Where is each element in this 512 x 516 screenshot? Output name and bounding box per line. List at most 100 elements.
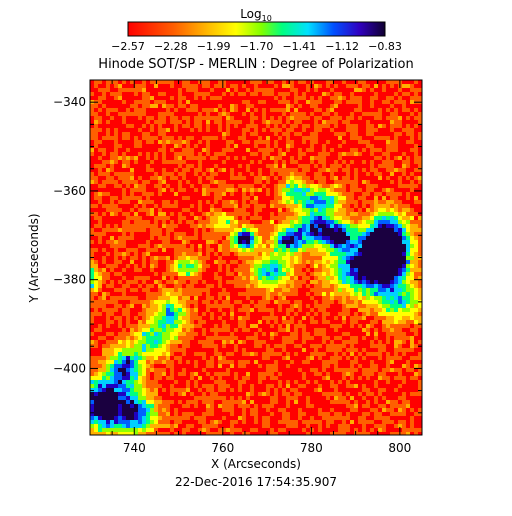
heatmap-cell [186,128,190,132]
heatmap-cell [378,132,382,136]
heatmap-cell [402,164,406,168]
heatmap-cell [262,180,266,184]
heatmap-cell [274,272,278,276]
heatmap-cell [202,208,206,212]
heatmap-cell [370,264,374,268]
heatmap-cell [338,188,342,192]
heatmap-cell [274,88,278,92]
heatmap-cell [230,164,234,168]
heatmap-cell [414,212,418,216]
heatmap-cell [174,164,178,168]
heatmap-cell [390,96,394,100]
heatmap-cell [118,272,122,276]
heatmap-cell [134,244,138,248]
heatmap-cell [146,84,150,88]
heatmap-cell [318,112,322,116]
heatmap-cell [290,240,294,244]
heatmap-cell [158,80,162,84]
heatmap-cell [342,108,346,112]
heatmap-cell [114,240,118,244]
heatmap-cell [346,312,350,316]
heatmap-cell [410,304,414,308]
heatmap-cell [294,164,298,168]
heatmap-cell [210,204,214,208]
heatmap-cell [374,112,378,116]
heatmap-cell [138,176,142,180]
heatmap-cell [414,272,418,276]
heatmap-cell [302,128,306,132]
heatmap-cell [378,184,382,188]
heatmap-cell [134,248,138,252]
heatmap-cell [218,108,222,112]
heatmap-cell [114,92,118,96]
heatmap-cell [94,300,98,304]
heatmap-cell [114,196,118,200]
heatmap-cell [334,180,338,184]
heatmap-cell [290,144,294,148]
heatmap-cell [146,304,150,308]
heatmap-cell [178,168,182,172]
heatmap-cell [126,96,130,100]
heatmap-cell [110,272,114,276]
heatmap-cell [398,208,402,212]
heatmap-cell [170,240,174,244]
heatmap-cell [318,264,322,268]
heatmap-cell [402,232,406,236]
heatmap-cell [390,180,394,184]
heatmap-cell [186,188,190,192]
heatmap-cell [186,244,190,248]
heatmap-cell [318,240,322,244]
heatmap-cell [242,224,246,228]
heatmap-cell [258,280,262,284]
heatmap-cell [326,124,330,128]
heatmap-cell [390,128,394,132]
heatmap-cell [126,196,130,200]
heatmap-cell [350,292,354,296]
heatmap-cell [254,80,258,84]
heatmap-cell [182,84,186,88]
heatmap-cell [266,136,270,140]
heatmap-cell [318,92,322,96]
heatmap-cell [130,284,134,288]
heatmap-cell [214,304,218,308]
heatmap-cell [90,140,94,144]
heatmap-cell [122,220,126,224]
heatmap-cell [138,100,142,104]
heatmap-cell [298,132,302,136]
heatmap-cell [130,100,134,104]
heatmap-cell [314,256,318,260]
heatmap-cell [170,132,174,136]
heatmap-cell [170,316,174,320]
heatmap-cell [322,304,326,308]
heatmap-cell [270,152,274,156]
heatmap-cell [218,116,222,120]
heatmap-cell [134,236,138,240]
heatmap-cell [122,304,126,308]
heatmap-cell [310,272,314,276]
heatmap-cell [122,128,126,132]
heatmap-cell [350,200,354,204]
heatmap-cell [214,100,218,104]
heatmap-cell [186,208,190,212]
heatmap-cell [258,196,262,200]
heatmap-cell [274,228,278,232]
heatmap-cell [234,300,238,304]
heatmap-cell [226,204,230,208]
heatmap-cell [210,248,214,252]
heatmap-cell [218,172,222,176]
heatmap-cell [258,160,262,164]
heatmap-cell [230,184,234,188]
heatmap-cell [406,268,410,272]
colorbar [127,21,386,37]
heatmap-cell [194,252,198,256]
heatmap-cell [146,96,150,100]
heatmap-cell [374,228,378,232]
heatmap-cell [386,228,390,232]
heatmap-cell [402,160,406,164]
heatmap-cell [334,192,338,196]
heatmap-cell [338,164,342,168]
heatmap-cell [246,192,250,196]
heatmap-cell [322,112,326,116]
heatmap-cell [278,84,282,88]
heatmap-cell [122,260,126,264]
